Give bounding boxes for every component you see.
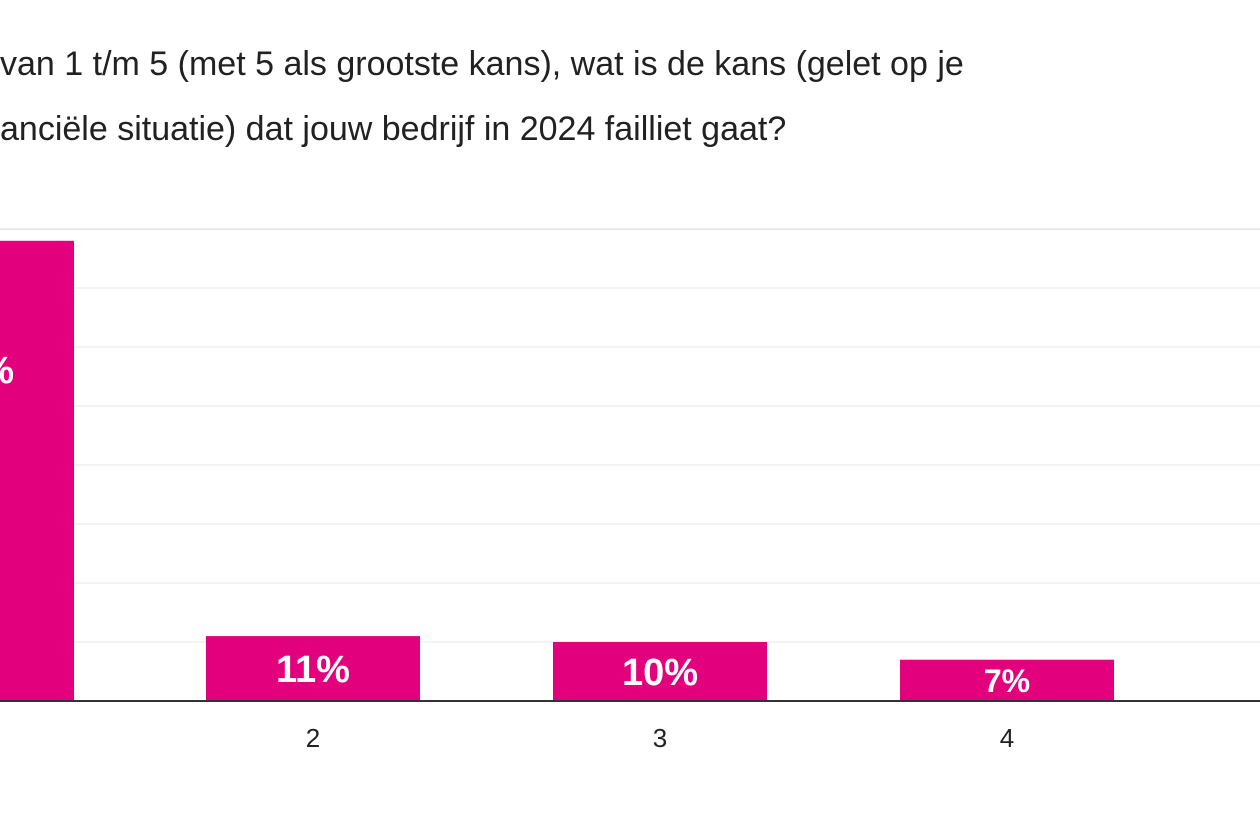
- bar-4: [900, 659, 1114, 701]
- bar-label-2: 11%: [276, 649, 350, 691]
- bar-1: [0, 240, 74, 702]
- x-tick-labels: 2 3 4: [306, 723, 1014, 753]
- bars: [0, 240, 1114, 702]
- gridlines: [0, 228, 1260, 643]
- chart-title-line-1: van 1 t/m 5 (met 5 als grootste kans), w…: [0, 45, 964, 83]
- x-tick-label-3: 3: [653, 723, 667, 753]
- bar-label-4: 7%: [984, 663, 1030, 699]
- bar-3: [553, 642, 767, 701]
- bar-2: [206, 636, 420, 701]
- bar-label-1: %: [0, 350, 14, 392]
- chart-title-line-2: anciële situatie) dat jouw bedrijf in 20…: [0, 110, 787, 148]
- bar-labels: % 11% 10% 7%: [0, 350, 1030, 699]
- bar-label-3: 10%: [622, 652, 698, 694]
- x-tick-label-4: 4: [1000, 723, 1014, 753]
- x-tick-label-2: 2: [306, 723, 320, 753]
